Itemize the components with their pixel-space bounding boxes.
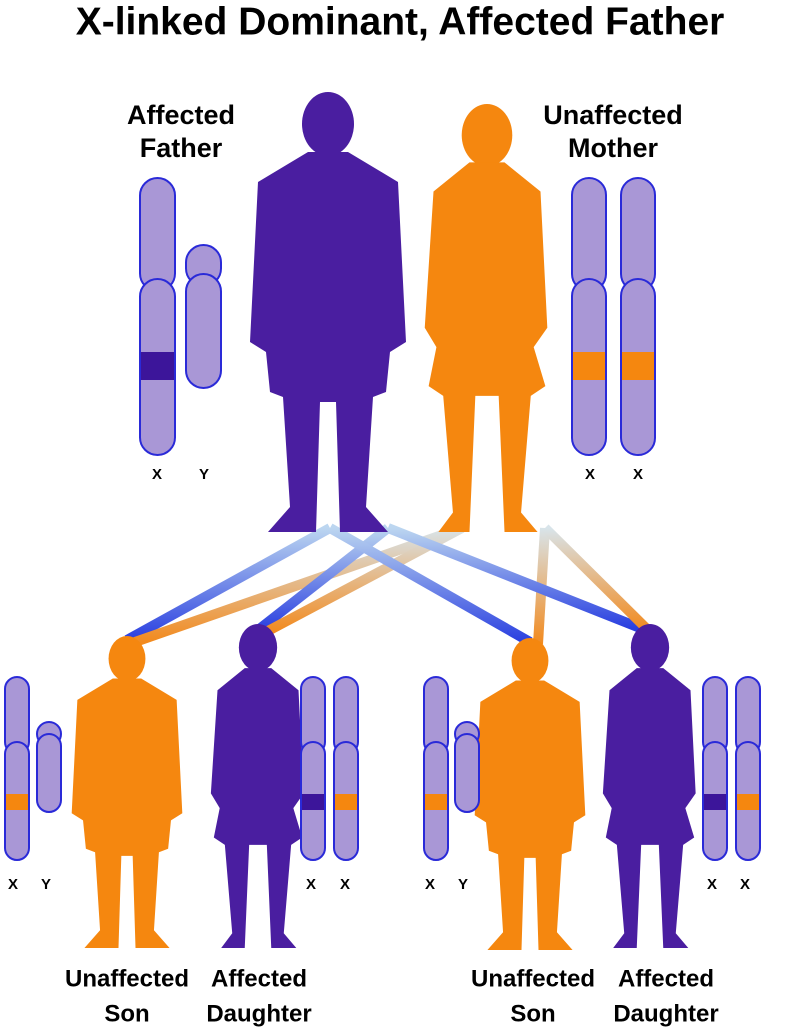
body bbox=[210, 668, 304, 948]
chromosome-arm bbox=[185, 273, 222, 389]
chromosome-label: X bbox=[707, 876, 717, 893]
child-label: Daughter bbox=[206, 1000, 311, 1027]
body bbox=[474, 680, 586, 950]
father-line bbox=[386, 523, 642, 633]
parent-label: Mother bbox=[568, 133, 658, 163]
child-label: Unaffected bbox=[471, 965, 595, 992]
chromosome-arm bbox=[36, 733, 62, 813]
chromosome-arm bbox=[571, 177, 607, 292]
inheritance-lines bbox=[124, 523, 652, 647]
chromosome-arm bbox=[139, 177, 176, 292]
chromosome-label: X bbox=[340, 876, 350, 893]
chromosome-label: Y bbox=[41, 876, 51, 893]
chromosome-label: X bbox=[306, 876, 316, 893]
chromosome-label: Y bbox=[199, 466, 209, 483]
body bbox=[250, 152, 406, 532]
head bbox=[238, 624, 278, 672]
body bbox=[602, 668, 696, 948]
child-label: Unaffected bbox=[65, 965, 189, 992]
parent-label: Unaffected bbox=[543, 100, 683, 130]
head bbox=[511, 638, 549, 684]
chromosome-label: X bbox=[740, 876, 750, 893]
child-label: Son bbox=[510, 1000, 555, 1027]
parent-label: Father bbox=[140, 133, 223, 163]
child-label: Son bbox=[104, 1000, 149, 1027]
chromosome-label: Y bbox=[458, 876, 468, 893]
allele-band bbox=[425, 794, 447, 810]
head bbox=[461, 104, 513, 167]
father-line bbox=[124, 523, 333, 645]
allele-band bbox=[622, 352, 654, 380]
chromosome-arm bbox=[620, 177, 656, 292]
child-label: Affected bbox=[211, 965, 307, 992]
chromosome-label: X bbox=[425, 876, 435, 893]
chromosomes bbox=[4, 177, 761, 861]
silhouettes bbox=[71, 92, 696, 950]
child-label: Daughter bbox=[613, 1000, 718, 1027]
mother-line bbox=[541, 524, 652, 634]
head bbox=[630, 624, 670, 672]
chromosome-label: X bbox=[633, 466, 643, 483]
chromosome-arm bbox=[454, 733, 480, 813]
mother-line bbox=[133, 523, 464, 647]
allele-band bbox=[704, 794, 726, 810]
chromosome-label: X bbox=[8, 876, 18, 893]
child-label: Affected bbox=[618, 965, 714, 992]
chromosome-label: X bbox=[585, 466, 595, 483]
allele-band bbox=[335, 794, 357, 810]
allele-band bbox=[141, 352, 174, 380]
head bbox=[108, 636, 146, 682]
allele-band bbox=[6, 794, 28, 810]
head bbox=[302, 92, 354, 156]
father-line bbox=[327, 523, 533, 647]
allele-band bbox=[573, 352, 605, 380]
parent-label: Affected bbox=[127, 100, 235, 130]
allele-band bbox=[737, 794, 759, 810]
body bbox=[71, 678, 183, 948]
chromosome-label: X bbox=[152, 466, 162, 483]
allele-band bbox=[302, 794, 324, 810]
body bbox=[424, 162, 548, 532]
title: X-linked Dominant, Affected Father bbox=[76, 0, 725, 43]
